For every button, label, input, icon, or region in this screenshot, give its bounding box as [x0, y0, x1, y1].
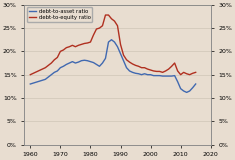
debt-to-equity ratio [29, 74, 32, 76]
debt-to-asset ratio [125, 67, 128, 69]
Legend: debt-to-asset ratio, debt-to-equity ratio: debt-to-asset ratio, debt-to-equity rati… [27, 7, 92, 22]
debt-to-equity ratio [158, 70, 161, 72]
debt-to-asset ratio [29, 83, 32, 85]
debt-to-asset ratio [89, 61, 92, 63]
Line: debt-to-equity ratio: debt-to-equity ratio [30, 15, 196, 75]
debt-to-asset ratio [140, 74, 143, 76]
Line: debt-to-asset ratio: debt-to-asset ratio [30, 40, 196, 92]
debt-to-asset ratio [134, 72, 137, 74]
debt-to-asset ratio [158, 75, 161, 77]
debt-to-equity ratio [140, 67, 143, 69]
debt-to-equity ratio [104, 14, 107, 16]
debt-to-equity ratio [134, 64, 137, 66]
debt-to-equity ratio [194, 71, 197, 73]
debt-to-equity ratio [32, 72, 35, 74]
debt-to-asset ratio [110, 39, 113, 41]
debt-to-asset ratio [32, 82, 35, 84]
debt-to-equity ratio [89, 41, 92, 43]
debt-to-asset ratio [185, 91, 188, 93]
debt-to-equity ratio [125, 59, 128, 61]
debt-to-asset ratio [194, 83, 197, 85]
